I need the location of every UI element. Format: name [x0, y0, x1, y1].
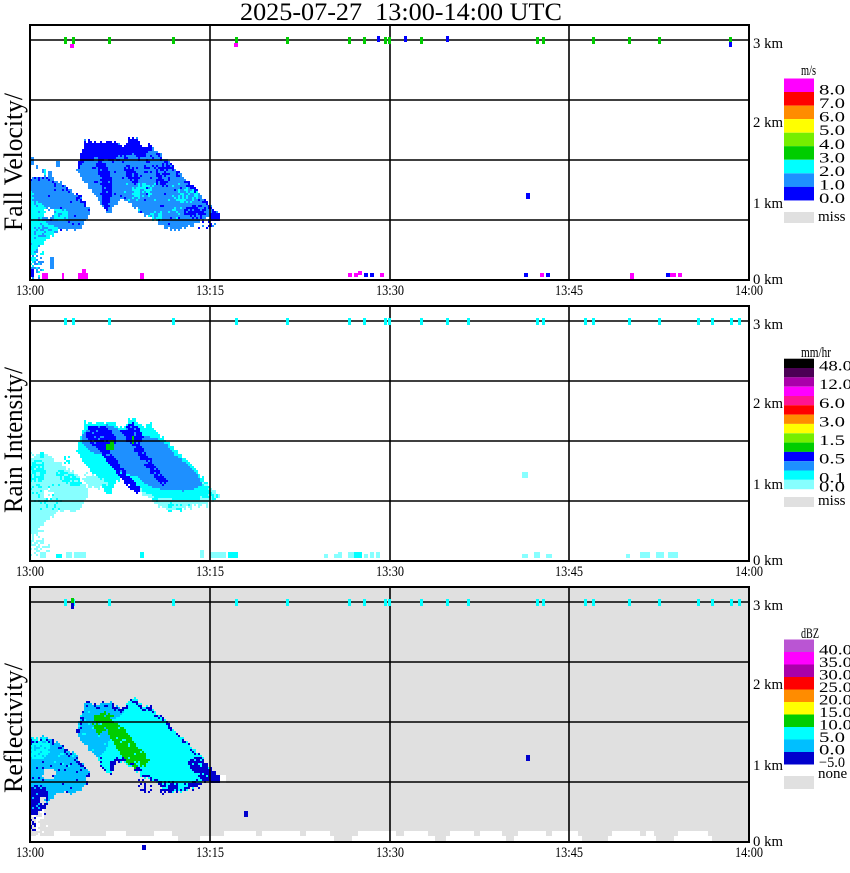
svg-text:3 km: 3 km — [753, 317, 783, 333]
svg-text:2.0: 2.0 — [819, 164, 845, 180]
svg-text:0.0: 0.0 — [819, 191, 845, 207]
svg-text:Rain Intensity/: Rain Intensity/ — [0, 366, 28, 513]
svg-text:miss: miss — [818, 209, 846, 225]
svg-text:7.0: 7.0 — [819, 96, 845, 112]
svg-text:13:30: 13:30 — [376, 845, 404, 861]
svg-text:14:00: 14:00 — [735, 845, 763, 861]
svg-text:miss: miss — [818, 493, 846, 509]
svg-text:14:00: 14:00 — [735, 283, 763, 299]
svg-text:0.0: 0.0 — [819, 480, 845, 496]
svg-text:0.5: 0.5 — [819, 452, 845, 468]
svg-text:2025-07-27 13:00-14:00 UTC: 2025-07-27 13:00-14:00 UTC — [240, 0, 562, 26]
svg-text:0.1: 0.1 — [819, 470, 845, 486]
svg-text:none: none — [818, 766, 848, 782]
svg-text:5.0: 5.0 — [819, 730, 845, 746]
svg-text:14:00: 14:00 — [735, 564, 763, 580]
svg-text:0.0: 0.0 — [819, 743, 845, 759]
svg-text:−5.0: −5.0 — [819, 755, 845, 771]
svg-text:15.0: 15.0 — [819, 705, 850, 721]
svg-text:1 km: 1 km — [753, 196, 783, 212]
svg-text:2 km: 2 km — [753, 396, 783, 412]
svg-text:13:45: 13:45 — [555, 283, 583, 299]
svg-text:13:15: 13:15 — [196, 283, 224, 299]
svg-text:3.0: 3.0 — [819, 150, 845, 166]
svg-text:13:30: 13:30 — [376, 283, 404, 299]
svg-text:dBZ: dBZ — [801, 626, 819, 642]
svg-text:2 km: 2 km — [753, 677, 783, 693]
svg-text:0 km: 0 km — [753, 834, 783, 850]
svg-text:1 km: 1 km — [753, 477, 783, 493]
svg-text:3 km: 3 km — [753, 598, 783, 614]
svg-text:8.0: 8.0 — [819, 83, 845, 99]
svg-text:13:00: 13:00 — [16, 845, 44, 861]
svg-text:m/s: m/s — [801, 63, 816, 79]
svg-text:6.0: 6.0 — [819, 110, 845, 126]
svg-text:10.0: 10.0 — [819, 718, 850, 734]
svg-text:35.0: 35.0 — [819, 655, 850, 671]
svg-text:4.0: 4.0 — [819, 137, 845, 153]
svg-text:0 km: 0 km — [753, 272, 783, 288]
svg-text:13:15: 13:15 — [196, 845, 224, 861]
svg-text:13:45: 13:45 — [555, 564, 583, 580]
svg-text:13:45: 13:45 — [555, 845, 583, 861]
svg-text:30.0: 30.0 — [819, 668, 850, 684]
svg-text:3 km: 3 km — [753, 36, 783, 52]
svg-text:13:30: 13:30 — [376, 564, 404, 580]
svg-text:20.0: 20.0 — [819, 693, 850, 709]
svg-text:12.0: 12.0 — [819, 377, 850, 393]
svg-text:3.0: 3.0 — [819, 414, 845, 430]
svg-text:1 km: 1 km — [753, 758, 783, 774]
svg-text:48.0: 48.0 — [819, 359, 850, 375]
svg-text:1.0: 1.0 — [819, 177, 845, 193]
svg-text:13:00: 13:00 — [16, 283, 44, 299]
svg-text:1.5: 1.5 — [819, 433, 845, 449]
svg-text:5.0: 5.0 — [819, 123, 845, 139]
svg-text:6.0: 6.0 — [819, 396, 845, 412]
svg-text:25.0: 25.0 — [819, 680, 850, 696]
svg-text:Fall Velocity/: Fall Velocity/ — [0, 92, 28, 231]
svg-text:Reflectivity/: Reflectivity/ — [0, 662, 28, 793]
svg-text:2 km: 2 km — [753, 115, 783, 131]
svg-text:0 km: 0 km — [753, 553, 783, 569]
svg-text:mm/hr: mm/hr — [801, 345, 831, 361]
svg-text:40.0: 40.0 — [819, 643, 850, 659]
svg-text:13:15: 13:15 — [196, 564, 224, 580]
svg-text:13:00: 13:00 — [16, 564, 44, 580]
